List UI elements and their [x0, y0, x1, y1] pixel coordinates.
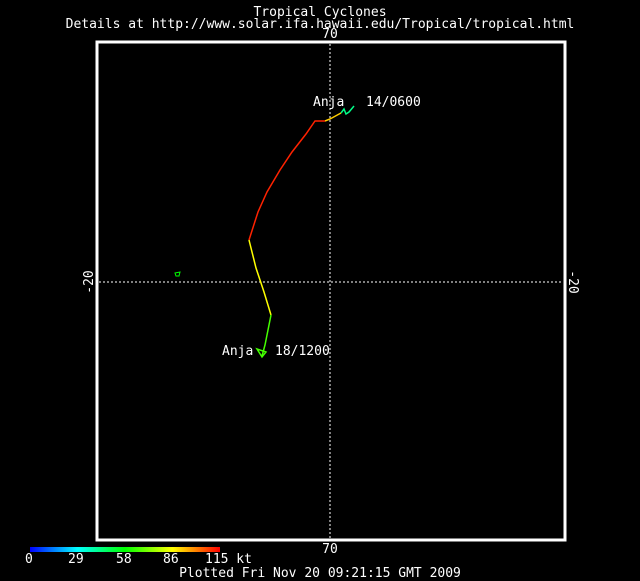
colorbar-tick-115: 115 kt [205, 552, 252, 567]
track-segment-late [261, 314, 272, 357]
storm-time-end: 18/1200 [275, 344, 330, 359]
intensity-colorbar [30, 547, 220, 552]
colorbar-tick-29: 29 [68, 552, 84, 567]
storm-name-start: Anja [313, 95, 344, 110]
lat-label-left: -20 [82, 270, 97, 293]
colorbar-tick-86: 86 [163, 552, 179, 567]
track-segment-early [324, 112, 342, 122]
lat-label-right: -20 [565, 270, 580, 293]
island-shape [174, 271, 181, 277]
track-end-marker [255, 347, 268, 359]
storm-name-end: Anja [222, 344, 253, 359]
track-segment-weakening [248, 239, 272, 316]
lon-label-top: 70 [322, 27, 338, 42]
storm-track-anja [248, 105, 355, 359]
storm-time-start: 14/0600 [366, 95, 421, 110]
map-title: Tropical Cyclones [253, 5, 387, 20]
track-segment-start [340, 105, 355, 116]
map-subtitle: Details at http://www.solar.ifa.hawaii.e… [65, 17, 575, 32]
track-segment-peak [248, 120, 325, 241]
map-frame [95, 40, 567, 542]
colorbar-tick-58: 58 [116, 552, 132, 567]
lon-label-bottom: 70 [322, 542, 338, 557]
plotted-timestamp: Plotted Fri Nov 20 09:21:15 GMT 2009 [179, 566, 461, 581]
colorbar-tick-0: 0 [25, 552, 33, 567]
